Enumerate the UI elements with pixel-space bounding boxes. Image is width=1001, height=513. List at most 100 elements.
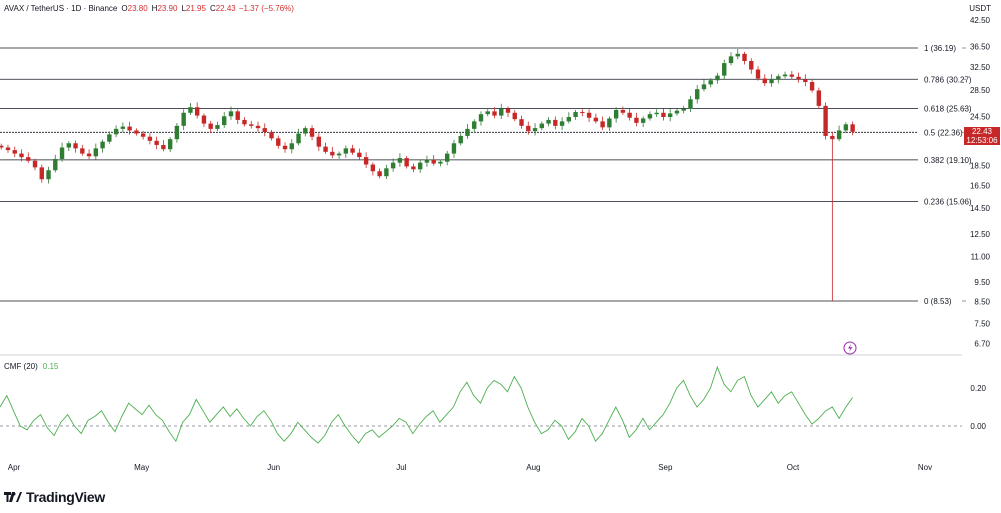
time-axis[interactable]: Apr May Jun Jul Aug Sep Oct Nov — [8, 463, 932, 472]
candle-body — [749, 60, 754, 70]
candle-body — [201, 115, 207, 124]
candle-body — [370, 164, 376, 172]
tradingview-logo[interactable]: TradingView — [4, 489, 105, 505]
price-tick-label: 42.50 — [970, 16, 991, 25]
candle-body — [140, 133, 146, 137]
candle-body — [296, 133, 301, 144]
candle-body — [654, 112, 659, 115]
candle-body — [357, 152, 362, 158]
candle-body — [722, 63, 727, 76]
cmf-pane: 0.20 0.00 — [0, 365, 987, 444]
candle-body — [127, 126, 132, 131]
candle-body — [728, 56, 734, 64]
fib-retracement-layer[interactable]: 1 (36.19) 0.786 (30.27) 0.618 (25.63) 0.5 (… — [0, 44, 972, 306]
fib-level-label: 0.618 (25.63) — [924, 104, 972, 113]
candle-body — [411, 166, 416, 170]
candle-body — [735, 53, 740, 57]
candle-body — [816, 90, 822, 106]
low-value: 21.95 — [185, 4, 206, 13]
close-value: 22.43 — [215, 4, 236, 13]
candle-body — [174, 125, 180, 140]
price-tick-label: 28.50 — [970, 86, 991, 95]
candle-body — [404, 158, 409, 167]
candle-body — [580, 112, 585, 114]
price-tick-label: 16.50 — [970, 181, 991, 190]
candle-body — [188, 107, 193, 113]
candle-body — [330, 151, 335, 156]
candle-body — [235, 111, 240, 120]
candle-body — [147, 136, 153, 141]
candle-body — [830, 135, 835, 140]
flash-icon[interactable] — [843, 341, 857, 355]
candle-body — [309, 128, 315, 137]
candle-body — [782, 74, 788, 77]
candle-body — [316, 136, 322, 147]
open-label: O — [121, 4, 128, 13]
candle-body — [289, 143, 294, 150]
time-tick-label: Sep — [658, 463, 673, 472]
fib-level-label: 0.382 (19.10) — [924, 156, 972, 165]
candle-body — [53, 158, 58, 171]
candle-body — [701, 84, 707, 90]
candle-body — [742, 53, 747, 61]
price-tick-label: 32.50 — [970, 63, 991, 72]
candle-body — [350, 148, 355, 153]
fib-level-label: 0.786 (30.27) — [924, 75, 972, 84]
candle-body — [39, 167, 44, 180]
candle-body — [600, 121, 605, 128]
candle-body — [620, 109, 626, 113]
candle-body — [161, 144, 166, 150]
candle-body — [228, 111, 234, 117]
candle-body — [384, 168, 389, 177]
tradingview-icon — [4, 492, 22, 502]
candle-body — [32, 160, 38, 168]
candle-body — [613, 109, 619, 119]
candle-body — [0, 145, 4, 148]
indicator-name[interactable]: CMF (20) — [4, 362, 38, 371]
candle-body — [424, 159, 430, 163]
candle-body — [472, 121, 477, 129]
indicator-value: 0.15 — [42, 362, 59, 371]
candle-body — [512, 112, 517, 120]
price-tick-label: 36.50 — [970, 43, 991, 52]
candle-body — [154, 140, 159, 145]
change-value: −1.37 (−5.76%) — [238, 4, 294, 13]
time-tick-label: Nov — [918, 463, 932, 472]
price-tick-label: 7.50 — [974, 320, 990, 329]
price-tick-label: 9.50 — [974, 278, 990, 287]
price-axis[interactable]: 42.50 36.50 32.50 28.50 24.50 18.50 16.50 14.50… — [970, 16, 991, 348]
candle-body — [276, 138, 281, 146]
candle-body — [113, 128, 119, 135]
candle-body — [499, 108, 504, 116]
symbol-title[interactable]: AVAX / TetherUS · 1D · Binance — [4, 4, 118, 13]
candle-body — [86, 153, 92, 157]
candle-body — [823, 105, 828, 136]
candle-body — [100, 141, 105, 149]
close-label: C — [209, 4, 216, 13]
candle-body — [519, 119, 524, 126]
candle-body — [458, 135, 463, 144]
candle-body — [546, 119, 551, 124]
candle-body — [445, 153, 450, 162]
candle-body — [640, 118, 646, 123]
candle-body — [478, 114, 484, 122]
candle-body — [796, 76, 801, 80]
candle-body — [681, 108, 686, 111]
candle-body — [26, 157, 31, 161]
candle-body — [593, 117, 599, 122]
high-value: 23.90 — [157, 4, 178, 13]
candle-body — [66, 143, 71, 148]
candle-body — [762, 78, 767, 84]
candle-body — [323, 146, 328, 152]
candle-body — [850, 124, 855, 132]
candle-body — [586, 112, 592, 118]
candle-body — [708, 80, 713, 85]
currency-label: USDT — [969, 4, 991, 13]
candle-body — [93, 148, 99, 157]
candle-body — [12, 150, 17, 154]
fib-level-label: 0.236 (15.06) — [924, 197, 972, 206]
candle-body — [803, 79, 808, 83]
candle-body — [465, 128, 470, 136]
time-tick-label: Oct — [787, 463, 800, 472]
